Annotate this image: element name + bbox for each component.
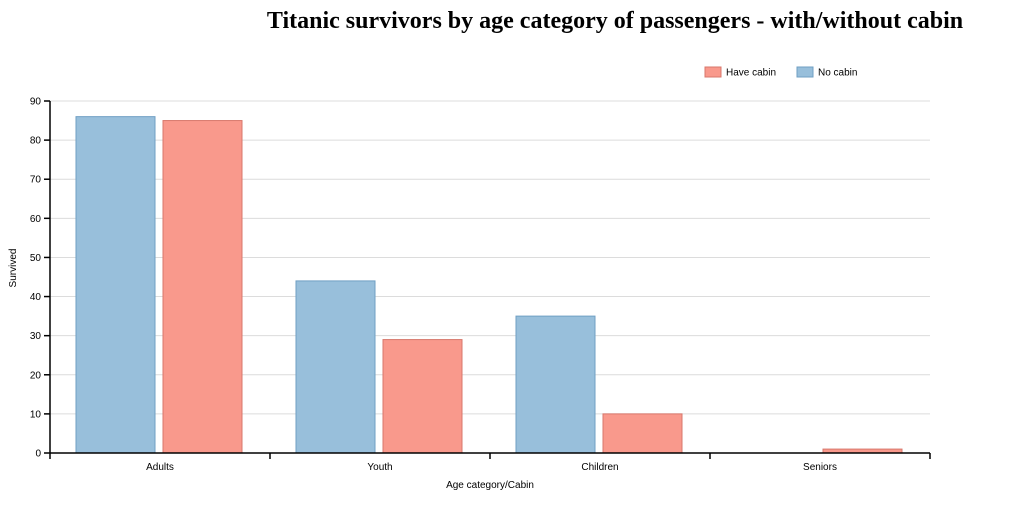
y-tick-label: 50 [30,253,42,264]
chart-title: Titanic survivors by age category of pas… [267,8,963,34]
bar-have-cabin-adults [162,120,243,454]
axes: 0 10 20 30 40 50 60 70 80 90 Adults Youth Children Se… [30,97,931,473]
y-tick-label: 30 [30,331,42,342]
legend-swatch-have-cabin [704,66,722,78]
x-axis-label: Age category/Cabin [446,480,534,491]
legend-label-have-cabin: Have cabin [726,68,776,79]
y-tick-label: 0 [35,449,41,460]
y-tick-label: 40 [30,292,42,303]
bar-have-cabin-children [602,413,683,454]
y-tick-label: 70 [30,175,42,186]
y-tick-label: 60 [30,214,42,225]
y-axis-label: Survived [8,249,19,288]
y-tick-label: 20 [30,370,42,381]
bar-no-cabin-youth [295,280,376,454]
legend-label-no-cabin: No cabin [818,68,857,79]
y-tick-label: 90 [30,97,42,108]
legend-swatch-no-cabin [796,66,814,78]
bar-no-cabin-adults [75,116,156,454]
x-tick-label: Seniors [803,462,837,473]
bars [75,116,903,454]
bar-have-cabin-youth [382,339,463,454]
legend: Have cabin No cabin [704,66,857,79]
bar-no-cabin-children [515,315,596,454]
y-tick-label: 10 [30,409,42,420]
y-tick-label: 80 [30,136,42,147]
x-tick-label: Adults [146,462,174,473]
x-tick-label: Children [581,462,618,473]
x-tick-label: Youth [367,462,392,473]
